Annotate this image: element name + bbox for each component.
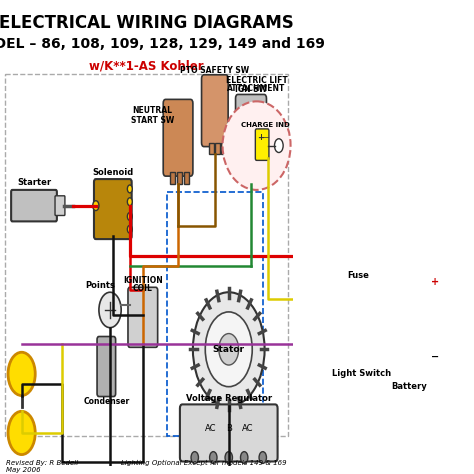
- Bar: [215, 143, 220, 155]
- Bar: [170, 172, 175, 184]
- Bar: [221, 143, 226, 155]
- Text: AC: AC: [242, 423, 253, 432]
- Text: PTO SAFETY SW: PTO SAFETY SW: [180, 66, 249, 75]
- Circle shape: [259, 452, 266, 464]
- Text: COIL: COIL: [133, 284, 153, 293]
- FancyBboxPatch shape: [255, 129, 269, 160]
- Circle shape: [191, 452, 199, 464]
- FancyBboxPatch shape: [97, 337, 116, 397]
- Text: IGN SW: IGN SW: [235, 85, 267, 94]
- Bar: [209, 143, 214, 155]
- Circle shape: [128, 198, 132, 206]
- FancyBboxPatch shape: [180, 404, 278, 462]
- FancyBboxPatch shape: [11, 190, 57, 221]
- FancyBboxPatch shape: [55, 196, 65, 216]
- Text: START SW: START SW: [131, 116, 174, 125]
- Circle shape: [93, 201, 99, 210]
- FancyBboxPatch shape: [201, 75, 228, 146]
- Text: Light Switch: Light Switch: [332, 369, 391, 378]
- Circle shape: [400, 366, 422, 401]
- Circle shape: [219, 334, 238, 365]
- Circle shape: [128, 225, 132, 233]
- Bar: [247, 172, 252, 184]
- Circle shape: [357, 337, 366, 352]
- Text: w/K**1-AS Kohler: w/K**1-AS Kohler: [89, 59, 204, 72]
- Text: MODEL – 86, 108, 109, 128, 129, 149 and 169: MODEL – 86, 108, 109, 128, 129, 149 and …: [0, 37, 325, 51]
- Bar: [177, 172, 182, 184]
- Circle shape: [400, 410, 422, 446]
- Bar: [260, 172, 264, 184]
- Text: NEUTRAL: NEUTRAL: [133, 106, 173, 115]
- Circle shape: [128, 185, 132, 193]
- Text: +: +: [257, 133, 264, 142]
- Text: −: −: [431, 352, 439, 362]
- Circle shape: [193, 292, 264, 406]
- Text: Lighting Optional Except for models 149 & 169: Lighting Optional Except for models 149 …: [121, 459, 287, 465]
- Circle shape: [8, 352, 35, 395]
- Text: AC: AC: [204, 423, 216, 432]
- FancyBboxPatch shape: [345, 287, 372, 311]
- Text: +: +: [431, 277, 439, 287]
- Circle shape: [225, 452, 232, 464]
- Text: Revised By: R Bedell
May 2006: Revised By: R Bedell May 2006: [6, 459, 78, 473]
- Text: Solenoid: Solenoid: [92, 168, 133, 177]
- FancyBboxPatch shape: [163, 100, 193, 176]
- Text: Starter: Starter: [17, 178, 51, 187]
- Bar: [183, 172, 189, 184]
- Text: −: −: [262, 133, 269, 142]
- Text: Fuse: Fuse: [347, 272, 369, 281]
- Ellipse shape: [223, 101, 291, 190]
- FancyBboxPatch shape: [386, 273, 432, 377]
- Circle shape: [210, 452, 217, 464]
- Circle shape: [349, 325, 374, 364]
- Bar: [5, 74, 288, 436]
- Bar: [167, 192, 263, 436]
- FancyBboxPatch shape: [236, 94, 266, 176]
- Circle shape: [205, 312, 252, 387]
- Circle shape: [8, 411, 35, 455]
- Text: Battery: Battery: [392, 382, 427, 391]
- Text: Points: Points: [85, 281, 115, 290]
- Text: Stator: Stator: [213, 345, 245, 354]
- FancyBboxPatch shape: [128, 287, 158, 347]
- Text: ATTACHMENT: ATTACHMENT: [228, 84, 286, 93]
- Bar: [254, 172, 258, 184]
- Text: Condenser: Condenser: [83, 397, 129, 406]
- Text: B: B: [226, 423, 232, 432]
- Circle shape: [99, 292, 121, 328]
- Text: ELECTRIC LIFT: ELECTRIC LIFT: [226, 76, 287, 85]
- FancyBboxPatch shape: [94, 179, 132, 239]
- Circle shape: [274, 139, 283, 153]
- Bar: [241, 172, 246, 184]
- Text: ELECTRICAL WIRING DIAGRAMS: ELECTRICAL WIRING DIAGRAMS: [0, 14, 294, 32]
- Circle shape: [240, 452, 248, 464]
- Circle shape: [128, 212, 132, 220]
- Text: CHARGE IND: CHARGE IND: [241, 122, 290, 128]
- Text: Voltage Regulator: Voltage Regulator: [186, 394, 272, 403]
- Text: IGNITION: IGNITION: [123, 276, 163, 285]
